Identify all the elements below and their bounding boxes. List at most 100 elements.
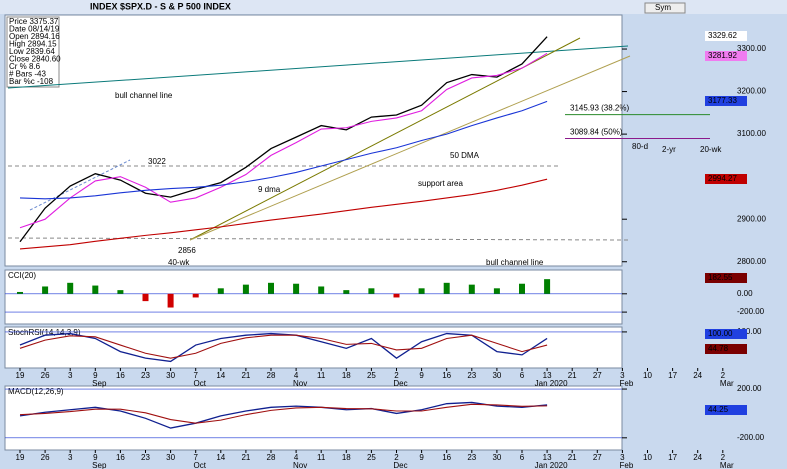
info-line: # Bars -43: [9, 70, 46, 79]
series-line: [19, 334, 548, 359]
readout: 182.55: [708, 273, 733, 282]
x-tick-label: 9: [93, 453, 98, 462]
bar: [343, 290, 350, 294]
series-label: 9 dma: [258, 185, 281, 194]
x-tick-label: 11: [317, 453, 326, 462]
readout: 44.78: [708, 344, 729, 353]
y-tick-label: 0.00: [737, 289, 753, 298]
x-tick-label: 17: [668, 453, 677, 462]
bar: [318, 286, 325, 294]
bar: [293, 283, 300, 294]
sym-label[interactable]: Sym: [655, 3, 671, 12]
y-tick-label: -200.00: [737, 307, 765, 316]
series-line: [19, 178, 548, 250]
readout: 3329.62: [708, 31, 737, 40]
x-tick-label: 27: [593, 371, 602, 380]
panel: [4, 269, 623, 325]
month-label: Feb: [620, 379, 634, 388]
series-label: 50 DMA: [450, 151, 480, 160]
y-tick-label: 3200.00: [737, 87, 766, 96]
month-label: Dec: [393, 461, 407, 469]
x-tick-label: 9: [93, 371, 98, 380]
x-tick-label: 11: [317, 371, 326, 380]
readout-box: [705, 96, 747, 106]
annotation: bull channel line: [115, 91, 173, 100]
x-tick-label: 10: [643, 453, 652, 462]
readout: 2994.27: [708, 174, 737, 183]
panel-title: CCI(20): [8, 271, 36, 280]
x-tick-label: 21: [568, 453, 577, 462]
x-tick-label: 13: [543, 453, 552, 462]
bar: [418, 288, 425, 294]
x-tick-label: 7: [193, 371, 198, 380]
bar: [468, 284, 475, 294]
x-tick-label: 17: [668, 371, 677, 380]
series-line: [19, 332, 548, 363]
annotation: 3022: [148, 157, 166, 166]
bar: [192, 293, 199, 298]
readout-box: [705, 174, 747, 184]
x-tick-label: 25: [367, 453, 376, 462]
x-tick-label: 2: [394, 453, 399, 462]
x-tick-label: 23: [141, 453, 150, 462]
trend-line: [7, 237, 629, 241]
info-line: Open 2894.16: [9, 32, 60, 41]
info-line: Price 3375.37: [9, 17, 59, 26]
month-label: Jan 2020: [535, 379, 568, 388]
series-line: [19, 100, 548, 200]
x-tick-label: 3: [68, 453, 73, 462]
annotation: support area: [418, 179, 463, 188]
level-label: 3145.93 (38.2%): [570, 104, 629, 113]
x-tick-label: 27: [593, 453, 602, 462]
bar: [92, 285, 99, 294]
bar: [17, 291, 23, 294]
x-tick-label: 16: [116, 453, 125, 462]
x-tick-label: 30: [166, 453, 175, 462]
month-label: Oct: [193, 379, 206, 388]
readout-box: [705, 273, 747, 283]
x-tick-label: 7: [193, 453, 198, 462]
x-tick-label: 16: [442, 371, 451, 380]
x-tick-label: 23: [467, 453, 476, 462]
bar: [217, 288, 224, 294]
readout-box: [705, 344, 747, 354]
month-label: Nov: [293, 379, 307, 388]
x-tick-label: 19: [16, 371, 25, 380]
month-label: Sep: [92, 379, 107, 388]
y-tick-label: 2900.00: [737, 214, 766, 223]
annotation: 2856: [178, 246, 196, 255]
annotation: bull channel line: [486, 258, 544, 267]
x-tick-label: 14: [216, 371, 225, 380]
x-tick-label: 24: [693, 453, 702, 462]
title-bar: [0, 0, 787, 14]
y-tick-label: 3100.00: [737, 129, 766, 138]
series-line: [19, 403, 548, 424]
month-label: Sep: [92, 461, 107, 469]
info-box: [6, 16, 60, 88]
month-label: Feb: [620, 461, 634, 469]
bar: [117, 290, 124, 294]
window-title: INDEX $SPX.D - S & P 500 INDEX: [90, 1, 231, 11]
info-line: Low 2839.64: [9, 47, 55, 56]
x-tick-label: 3: [620, 453, 625, 462]
x-tick-label: 4: [294, 453, 299, 462]
x-tick-label: 21: [241, 371, 250, 380]
bar: [393, 293, 400, 298]
x-tick-label: 18: [342, 371, 351, 380]
bar: [519, 283, 525, 294]
trend-line: [29, 159, 131, 211]
x-tick-label: 14: [216, 453, 225, 462]
x-tick-label: 16: [442, 453, 451, 462]
bar: [167, 293, 174, 308]
y-tick-label: -200.00: [737, 433, 765, 442]
x-tick-label: 9: [419, 453, 424, 462]
trend-line: [189, 37, 581, 241]
x-tick-label: 16: [116, 371, 125, 380]
x-tick-label: 10: [643, 371, 652, 380]
sym-button[interactable]: [644, 2, 686, 14]
x-tick-label: 4: [294, 371, 299, 380]
bar: [443, 282, 450, 294]
panel: [4, 14, 623, 267]
panel: [4, 385, 623, 451]
